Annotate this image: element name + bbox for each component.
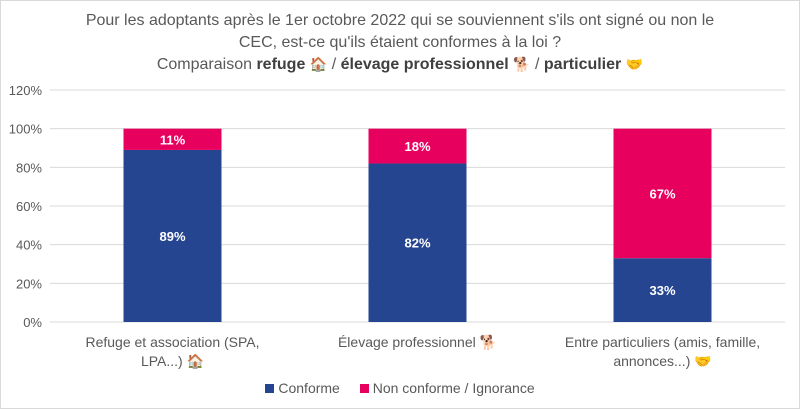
bar-segment [613,128,712,259]
y-tick-label: 80% [16,160,42,175]
legend-swatch-conforme [265,383,275,393]
data-label: 89% [159,229,185,244]
stacked-bar-chart: 0% 20% 40% 60% 80% 100% 120% 89% 11% Refuge et as… [9,83,785,370]
title-line-1: Pour les adoptants après le 1er octobre … [85,12,715,29]
title-sep-1: / [327,56,341,73]
x-tick-label: Refuge et association (SPA, [85,334,259,350]
data-label: 82% [404,236,430,251]
bar-segment [368,163,467,322]
x-tick-label: annonces...) 🤝 [613,353,711,369]
y-tick-label: 60% [16,199,42,214]
y-tick-label: 100% [9,122,43,137]
x-tick-label: LPA...) 🏠 [141,353,204,370]
x-tick-label: Entre particuliers (amis, famille, [565,334,760,350]
house-icon: 🏠 [309,57,328,73]
y-tick-label: 20% [16,276,42,291]
title-prefix: Comparaison [156,56,257,73]
legend-label-conforme: Conforme [278,380,340,396]
title-elevage: élevage professionnel [340,56,509,73]
chart-title: Pour les adoptants après le 1er octobre … [0,10,800,76]
bar-segment [123,149,222,322]
y-tick-label: 40% [16,238,42,253]
y-tick-label: 0% [23,315,42,330]
bar-segment [368,128,467,164]
title-particulier: particulier [543,56,622,73]
data-label: 33% [649,283,675,298]
data-label: 67% [649,186,675,201]
bar-segment [613,258,712,322]
y-tick-label: 120% [9,83,43,98]
data-label: 11% [160,132,186,147]
legend-label-non-conforme: Non conforme / Ignorance [372,380,535,396]
chart-legend: Conforme Non conforme / Ignorance [0,380,800,396]
title-line-3: Comparaison refuge 🏠 / élevage professio… [0,54,800,76]
legend-item-non-conforme: Non conforme / Ignorance [359,380,535,396]
dog-icon: 🐕 [513,57,531,73]
x-tick-label: Élevage professionnel 🐕 [338,334,497,351]
data-label: 18% [404,139,430,154]
title-refuge: refuge [256,56,306,73]
title-line-2: CEC, est-ce qu'ils étaient conformes à l… [238,34,562,51]
legend-item-conforme: Conforme [265,380,340,396]
legend-swatch-non-conforme [359,383,369,393]
bar-segment [123,128,222,150]
title-sep-2: / [530,56,544,73]
handshake-icon: 🤝 [625,57,644,73]
